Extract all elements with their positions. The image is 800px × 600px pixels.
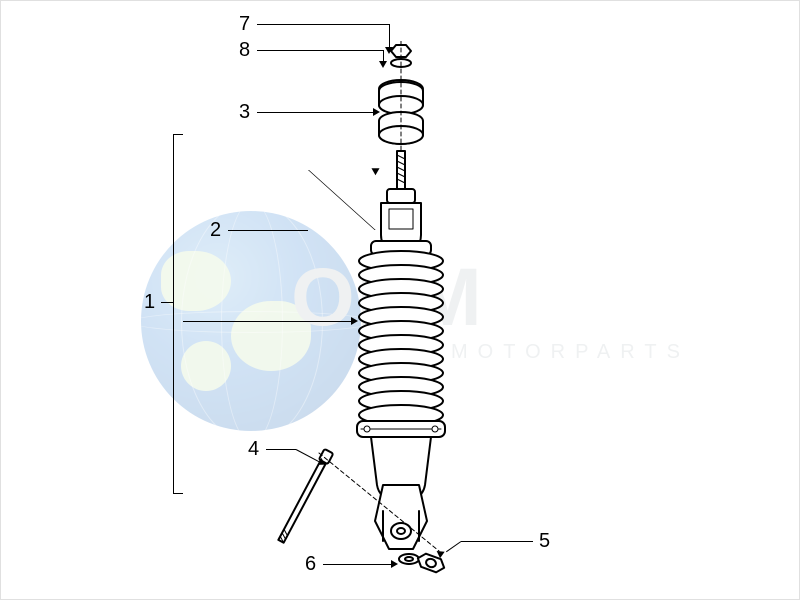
callout-2: 2 <box>210 219 221 242</box>
callout-3: 3 <box>239 101 250 124</box>
diagram-canvas: OEM MOTORPARTS <box>0 0 800 600</box>
callout-7: 7 <box>239 13 250 36</box>
callout-5: 5 <box>539 530 550 553</box>
callout-8: 8 <box>239 39 250 62</box>
callout-1: 1 <box>144 291 155 314</box>
callout-4: 4 <box>248 438 259 461</box>
callout-6: 6 <box>305 553 316 576</box>
shock-absorber-drawing <box>261 41 541 581</box>
